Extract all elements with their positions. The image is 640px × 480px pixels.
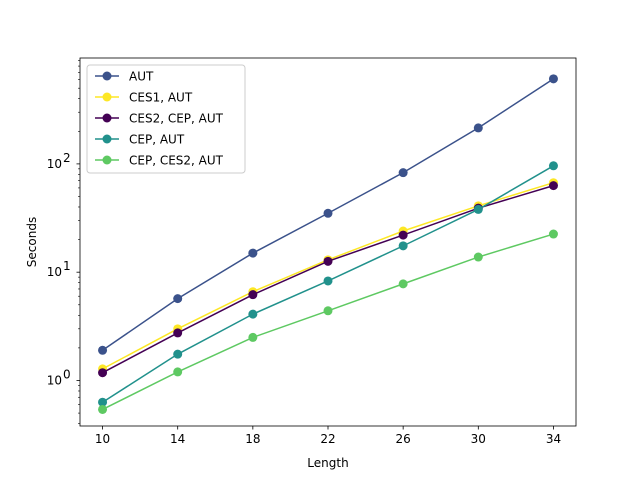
data-point-4-3 (323, 306, 333, 316)
legend-label: AUT (129, 70, 154, 84)
data-point-4-0 (98, 404, 108, 414)
data-point-3-0 (98, 397, 108, 407)
data-point-3-4 (398, 241, 408, 251)
data-point-0-4 (398, 168, 408, 178)
data-point-2-6 (548, 181, 558, 191)
legend-label: CES1, AUT (129, 91, 193, 105)
x-tick-label: 22 (320, 432, 335, 446)
y-tick-exponent: 2 (63, 151, 71, 165)
data-point-4-6 (548, 229, 558, 239)
data-point-4-5 (473, 252, 483, 262)
y-axis-label: Seconds (25, 217, 39, 267)
legend-label: CEP, AUT (129, 133, 185, 147)
data-point-3-6 (548, 161, 558, 171)
data-point-0-2 (248, 248, 258, 258)
legend: AUT CES1, AUT CES2, CEP, AUT CEP, AUT CEP, C… (86, 64, 246, 174)
x-axis: 10 14 18 22 26 30 34 (95, 426, 561, 446)
legend-marker (102, 113, 112, 123)
data-point-3-2 (248, 309, 258, 319)
data-point-0-0 (98, 345, 108, 355)
x-tick-label: 34 (546, 432, 561, 446)
data-point-4-2 (248, 332, 258, 342)
legend-marker (102, 71, 112, 81)
data-point-2-2 (248, 290, 258, 300)
data-point-2-3 (323, 256, 333, 266)
data-point-0-3 (323, 208, 333, 218)
data-point-2-1 (173, 328, 183, 338)
legend-marker (102, 92, 112, 102)
data-point-0-6 (548, 74, 558, 84)
x-tick-label: 14 (170, 432, 185, 446)
y-tick-label: 10 (47, 265, 62, 279)
y-tick-exponent: 1 (63, 259, 71, 273)
data-point-3-1 (173, 349, 183, 359)
data-point-0-5 (473, 123, 483, 133)
data-point-3-5 (473, 204, 483, 214)
data-point-2-4 (398, 230, 408, 240)
data-point-0-1 (173, 294, 183, 304)
x-tick-label: 26 (396, 432, 411, 446)
x-tick-label: 10 (95, 432, 110, 446)
legend-box (86, 64, 246, 174)
legend-label: CEP, CES2, AUT (129, 154, 224, 168)
legend-marker (102, 134, 112, 144)
legend-marker (102, 155, 112, 165)
y-tick-label: 10 (47, 157, 62, 171)
y-tick-label: 10 (47, 373, 62, 387)
data-point-3-3 (323, 276, 333, 286)
legend-label: CES2, CEP, AUT (129, 112, 224, 126)
data-point-2-0 (98, 368, 108, 378)
data-point-4-1 (173, 367, 183, 377)
y-tick-exponent: 0 (63, 367, 71, 381)
x-tick-label: 18 (245, 432, 260, 446)
plot-area (79, 57, 577, 427)
x-axis-label: Length (307, 456, 348, 470)
x-tick-label: 30 (471, 432, 486, 446)
data-point-4-4 (398, 279, 408, 289)
